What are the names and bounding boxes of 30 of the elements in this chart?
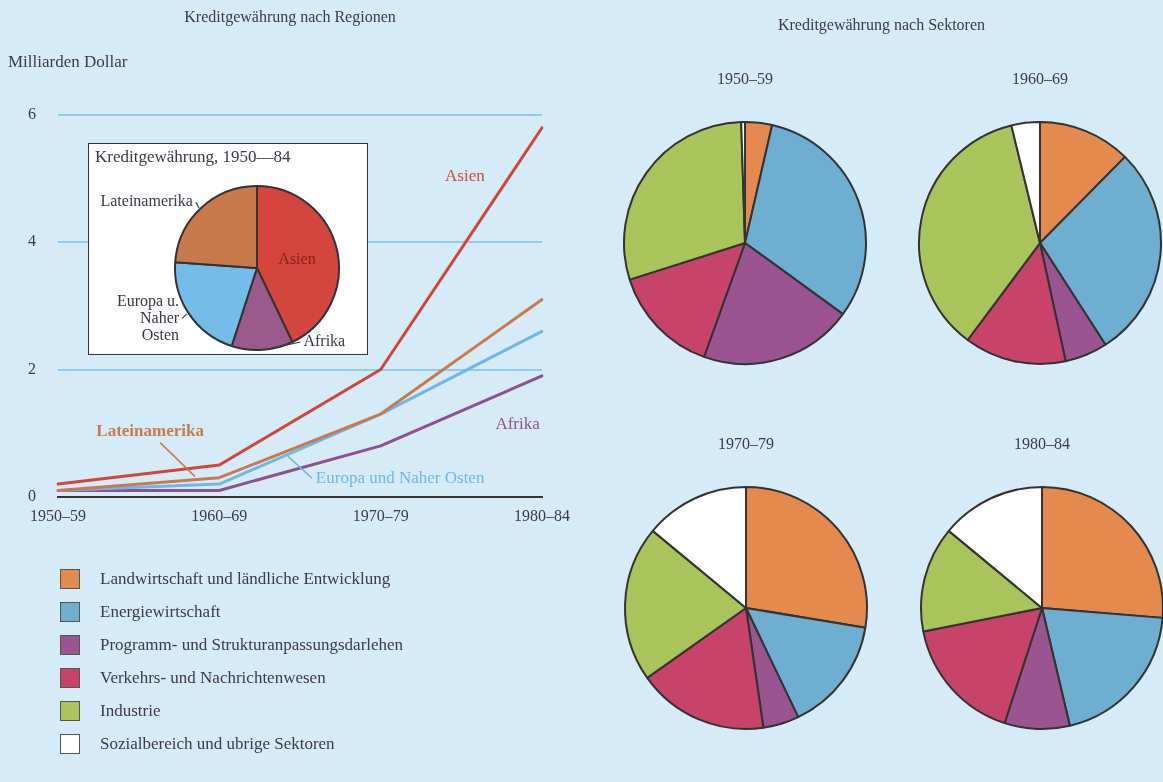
- series-label: Asien: [445, 165, 486, 185]
- text: Lateinamerika: [96, 421, 205, 441]
- legend-label: Industrie: [100, 700, 161, 721]
- chart-title: Kreditgewährung, 1950—84: [95, 147, 291, 167]
- y-tick-label: 4: [28, 232, 36, 250]
- chart-title: 1950–59: [716, 70, 774, 88]
- legend-label: Landwirtschaft und ländliche Entwicklung: [100, 568, 391, 589]
- legend-label: Sozialbereich und ubrige Sektoren: [100, 733, 335, 754]
- legend-label: Programm- und Strukturanpassungsdarlehen: [100, 634, 404, 655]
- x-tick-label: 1950–59: [30, 506, 86, 524]
- y-tick-label: 6: [28, 105, 36, 123]
- chart-title: 1970–79: [717, 435, 775, 453]
- text: Kreditgewährung nach Sektoren: [776, 16, 986, 34]
- chart-title: 1980–84: [1013, 435, 1071, 453]
- slice-label: Lateinamerika: [100, 192, 193, 210]
- chart-title: 1960–69: [1011, 70, 1069, 88]
- y-axis-title: Milliarden Dollar: [8, 52, 128, 72]
- slice-label: Afrika: [303, 332, 346, 350]
- legend-label: Energiewirtschaft: [100, 601, 221, 622]
- y-tick-label: 0: [28, 487, 36, 504]
- x-tick-label: 1970–79: [352, 506, 409, 524]
- slice-label: Asien: [278, 250, 316, 268]
- y-tick-label: 2: [28, 359, 36, 377]
- series-label: Afrika: [495, 413, 541, 433]
- legend-label: Europa und Naher Osten: [315, 467, 485, 487]
- x-tick-label: 1960–69: [191, 506, 248, 524]
- x-tick-label: 1980–84: [514, 506, 570, 524]
- chart-title: Kreditgewährung nach Regionen: [183, 8, 397, 26]
- legend-label: Verkehrs- und Nachrichtenwesen: [100, 667, 326, 688]
- slice-label: Europa u. Naher Osten: [116, 291, 180, 343]
